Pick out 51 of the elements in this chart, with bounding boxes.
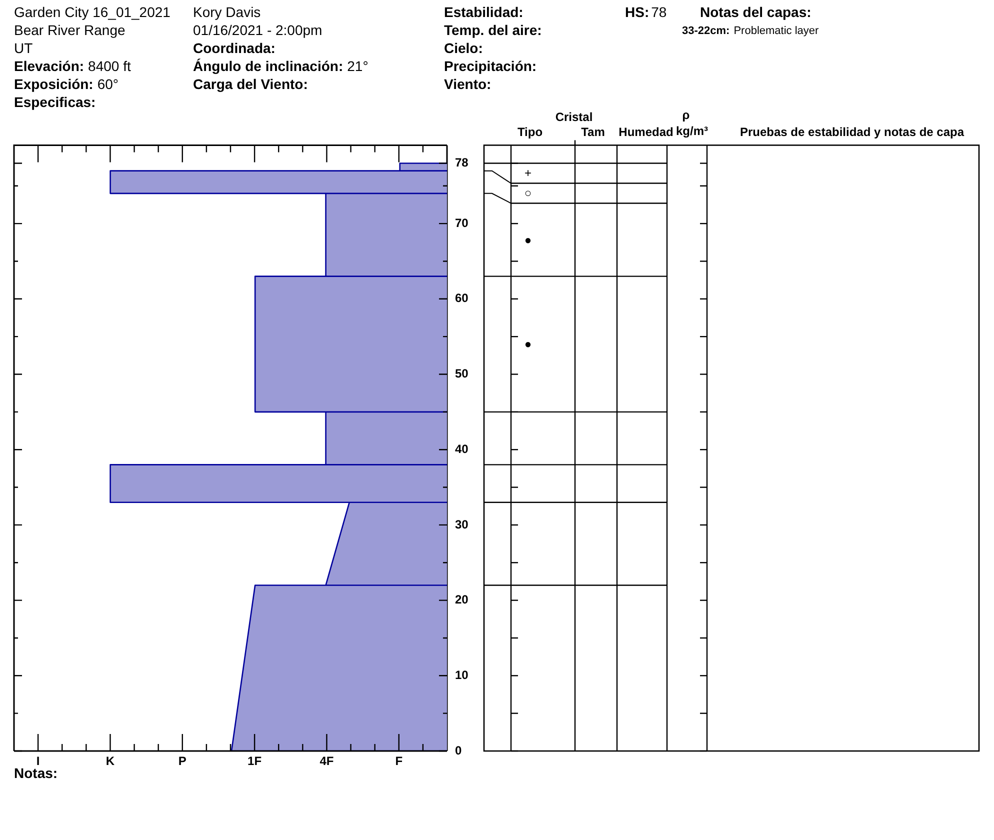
text: Notas: bbox=[14, 765, 58, 781]
text: kg/m³ bbox=[676, 124, 708, 138]
text: Ángulo de inclinación: bbox=[193, 58, 344, 74]
text: ● bbox=[524, 232, 532, 247]
y-tick-label: 70 bbox=[455, 216, 469, 230]
text: Estabilidad: bbox=[444, 4, 524, 20]
text: ○ bbox=[524, 186, 532, 200]
text: Carga del Viento: bbox=[193, 76, 308, 92]
text: Notas del capas: bbox=[700, 4, 812, 20]
text: Bear River Range bbox=[14, 22, 126, 38]
text: Tam bbox=[581, 125, 605, 139]
text: 60° bbox=[97, 76, 119, 92]
text: HS: bbox=[625, 4, 650, 20]
y-tick-label: 30 bbox=[455, 517, 469, 532]
text: ρ bbox=[682, 108, 690, 122]
text: Tipo bbox=[517, 125, 543, 139]
text: 1F bbox=[248, 754, 262, 768]
y-tick-label: 50 bbox=[455, 366, 469, 381]
y-tick-label: 20 bbox=[455, 592, 469, 607]
text: 4F bbox=[320, 754, 334, 768]
text: Precipitación: bbox=[444, 58, 537, 74]
text: Viento: bbox=[444, 76, 492, 92]
text: I bbox=[36, 754, 40, 768]
text: 01/16/2021 - 2:00pm bbox=[193, 22, 322, 38]
text: Kory Davis bbox=[193, 4, 261, 20]
text: 33-22cm: bbox=[682, 25, 730, 37]
text: F bbox=[395, 754, 403, 768]
text: Cristal bbox=[555, 110, 593, 124]
chart-title: Garden City 16_01_2021 bbox=[14, 4, 170, 20]
text: Problematic layer bbox=[734, 25, 819, 37]
text: Exposición: bbox=[14, 76, 94, 92]
text: Cielo: bbox=[444, 40, 483, 56]
y-tick-label: 40 bbox=[455, 442, 469, 456]
text: 78 bbox=[651, 4, 667, 20]
y-tick-label: 78 bbox=[455, 156, 469, 170]
text: K bbox=[106, 754, 115, 768]
y-tick-label: 60 bbox=[455, 291, 469, 306]
text: ● bbox=[524, 337, 532, 352]
text: Temp. del aire: bbox=[444, 22, 542, 38]
text: Pruebas de estabilidad y notas de capa bbox=[740, 125, 964, 139]
text: 21° bbox=[347, 58, 368, 74]
y-tick-label: 10 bbox=[455, 668, 469, 682]
text: 8400 ft bbox=[88, 58, 131, 74]
text: Elevación: bbox=[14, 58, 84, 74]
text: Coordinada: bbox=[193, 40, 276, 56]
text: Especificas: bbox=[14, 94, 96, 110]
text: UT bbox=[14, 40, 33, 56]
text: Humedad bbox=[618, 125, 674, 139]
y-tick-label: 0 bbox=[455, 743, 462, 758]
text: P bbox=[178, 754, 186, 768]
text: + bbox=[524, 166, 532, 180]
